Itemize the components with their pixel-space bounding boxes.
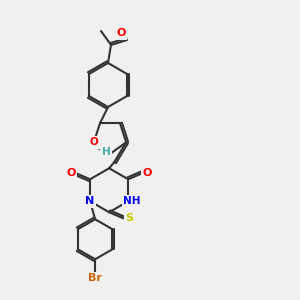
Text: Br: Br bbox=[88, 273, 102, 283]
Text: H: H bbox=[102, 147, 110, 157]
Text: O: O bbox=[142, 168, 152, 178]
Text: O: O bbox=[66, 168, 76, 178]
Text: N: N bbox=[85, 196, 95, 206]
Text: S: S bbox=[125, 213, 133, 223]
Text: O: O bbox=[116, 28, 126, 38]
Text: NH: NH bbox=[124, 196, 141, 206]
Text: O: O bbox=[89, 137, 98, 147]
